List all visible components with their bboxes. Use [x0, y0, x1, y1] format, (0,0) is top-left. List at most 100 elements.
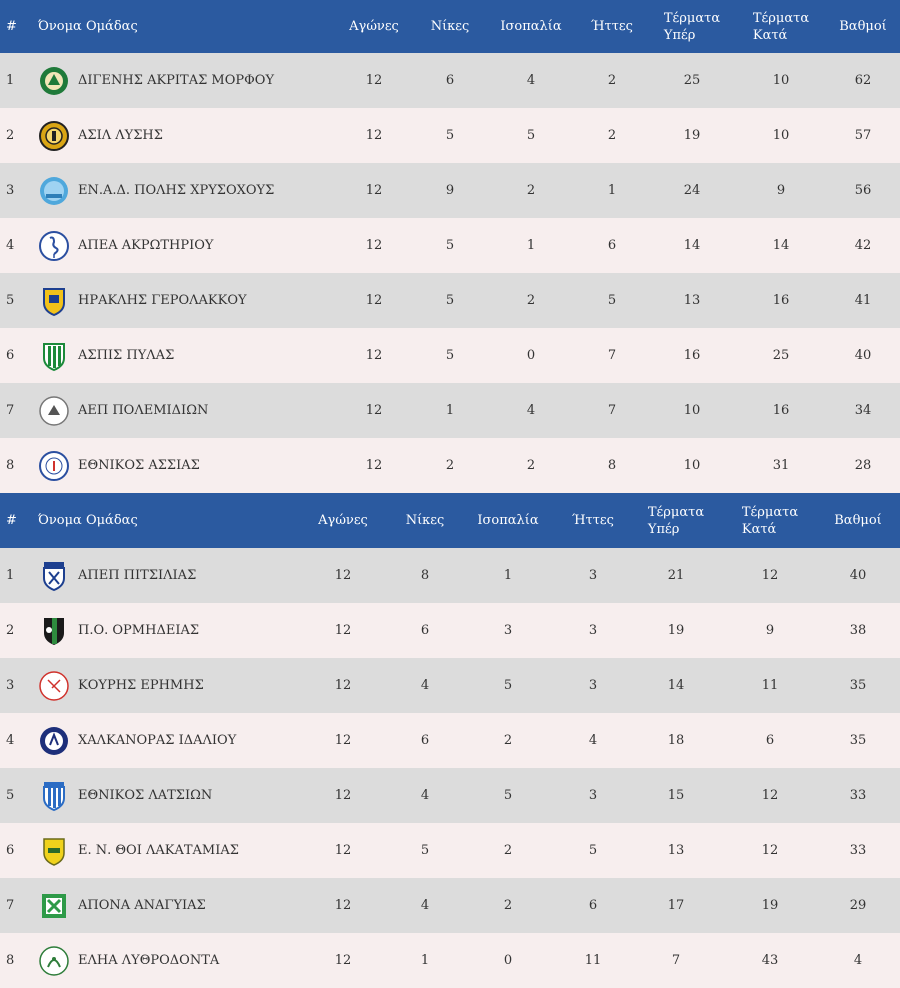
table-row[interactable]: 5 ΕΘΝΙΚΟΣ ΛΑΤΣΙΩΝ 12 4 5 3 15 12 33 — [0, 768, 900, 823]
team-name-wrapper[interactable]: ΑΣΠΙΣ ΠΥΛΑΣ — [38, 340, 330, 372]
red-outline-round-badge-icon — [38, 670, 70, 702]
table-row[interactable]: 8 ΕΛΗΑ ΛΥΘΡΟΔΟΝΤΑ 12 1 0 11 7 43 4 — [0, 933, 900, 988]
points-cell: 33 — [816, 768, 900, 823]
table-row[interactable]: 4 ΧΑΛΚΑΝΟΡΑΣ ΙΔΑΛΙΟΥ 12 6 2 4 18 6 35 — [0, 713, 900, 768]
team-name-wrapper[interactable]: ΚΟΥΡΗΣ ΕΡΗΜΗΣ — [38, 670, 290, 702]
white-round-badge-icon — [38, 395, 70, 427]
draws-cell: 2 — [486, 163, 576, 218]
rank-cell: 4 — [0, 218, 34, 273]
team-name[interactable]: ΕΘΝΙΚΟΣ ΛΑΤΣΙΩΝ — [78, 788, 213, 803]
losses-cell: 4 — [558, 713, 628, 768]
team-name-wrapper[interactable]: ΕΘΝΙΚΟΣ ΑΣΣΙΑΣ — [38, 450, 330, 482]
table-row[interactable]: 2 ΑΣΙΛ ΛΥΣΗΣ 12 5 5 2 19 10 57 — [0, 108, 900, 163]
goals-for-cell: 15 — [628, 768, 724, 823]
team-name[interactable]: ΑΣΙΛ ΛΥΣΗΣ — [78, 128, 163, 143]
team-cell[interactable]: ΚΟΥΡΗΣ ΕΡΗΜΗΣ — [34, 658, 294, 713]
team-cell[interactable]: ΕΘΝΙΚΟΣ ΛΑΤΣΙΩΝ — [34, 768, 294, 823]
rank-cell: 8 — [0, 933, 34, 988]
table-row[interactable]: 4 ΑΠΕΑ ΑΚΡΩΤΗΡΙΟΥ 12 5 1 6 14 14 42 — [0, 218, 900, 273]
team-name[interactable]: ΑΠΟΝΑ ΑΝΑΓΥΙΑΣ — [78, 898, 206, 913]
team-name[interactable]: ΧΑΛΚΑΝΟΡΑΣ ΙΔΑΛΙΟΥ — [78, 733, 237, 748]
team-cell[interactable]: Ε. Ν. ΘΟΙ ΛΑΚΑΤΑΜΙΑΣ — [34, 823, 294, 878]
losses-cell: 8 — [576, 438, 648, 493]
team-cell[interactable]: Π.Ο. ΟΡΜΗΔΕΙΑΣ — [34, 603, 294, 658]
team-name[interactable]: ΔΙΓΕΝΗΣ ΑΚΡΙΤΑΣ ΜΟΡΦΟΥ — [78, 73, 275, 88]
team-name-wrapper[interactable]: ΑΣΙΛ ΛΥΣΗΣ — [38, 120, 330, 152]
table-row[interactable]: 1 ΑΠΕΠ ΠΙΤΣΙΛΙΑΣ 12 8 1 3 21 12 40 — [0, 548, 900, 603]
table-row[interactable]: 5 ΗΡΑΚΛΗΣ ΓΕΡΟΛΑΚΚΟΥ 12 5 2 5 13 16 41 — [0, 273, 900, 328]
team-cell[interactable]: ΧΑΛΚΑΝΟΡΑΣ ΙΔΑΛΙΟΥ — [34, 713, 294, 768]
team-name-wrapper[interactable]: ΧΑΛΚΑΝΟΡΑΣ ΙΔΑΛΙΟΥ — [38, 725, 290, 757]
team-cell[interactable]: ΑΠΕΠ ΠΙΤΣΙΛΙΑΣ — [34, 548, 294, 603]
played-cell: 12 — [294, 713, 392, 768]
table-row[interactable]: 3 ΕΝ.Α.Δ. ΠΟΛΗΣ ΧΡΥΣΟΧΟΥΣ 12 9 2 1 24 9 56 — [0, 163, 900, 218]
team-name-wrapper[interactable]: ΑΠΟΝΑ ΑΝΑΓΥΙΑΣ — [38, 890, 290, 922]
team-name[interactable]: Π.Ο. ΟΡΜΗΔΕΙΑΣ — [78, 623, 200, 638]
team-cell[interactable]: ΔΙΓΕΝΗΣ ΑΚΡΙΤΑΣ ΜΟΡΦΟΥ — [34, 53, 334, 108]
rank-cell: 8 — [0, 438, 34, 493]
team-name[interactable]: ΕΛΗΑ ΛΥΘΡΟΔΟΝΤΑ — [78, 953, 220, 968]
team-cell[interactable]: ΑΕΠ ΠΟΛΕΜΙΔΙΩΝ — [34, 383, 334, 438]
team-name-wrapper[interactable]: Ε. Ν. ΘΟΙ ΛΑΚΑΤΑΜΙΑΣ — [38, 835, 290, 867]
goals-for-cell: 13 — [648, 273, 736, 328]
losses-cell: 3 — [558, 548, 628, 603]
points-cell: 57 — [826, 108, 900, 163]
goals-against-cell: 16 — [736, 273, 826, 328]
table-row[interactable]: 1 ΔΙΓΕΝΗΣ ΑΚΡΙΤΑΣ ΜΟΡΦΟΥ 12 6 4 2 25 10 62 — [0, 53, 900, 108]
draws-cell: 1 — [458, 548, 558, 603]
points-cell: 4 — [816, 933, 900, 988]
team-cell[interactable]: ΑΣΙΛ ΛΥΣΗΣ — [34, 108, 334, 163]
goals-for-cell: 24 — [648, 163, 736, 218]
team-name-wrapper[interactable]: ΔΙΓΕΝΗΣ ΑΚΡΙΤΑΣ ΜΟΡΦΟΥ — [38, 65, 330, 97]
team-name[interactable]: ΑΠΕΑ ΑΚΡΩΤΗΡΙΟΥ — [78, 238, 214, 253]
team-name[interactable]: ΑΠΕΠ ΠΙΤΣΙΛΙΑΣ — [78, 568, 197, 583]
yellow-shield-icon — [38, 835, 70, 867]
team-name-wrapper[interactable]: ΑΠΕΑ ΑΚΡΩΤΗΡΙΟΥ — [38, 230, 330, 262]
table-row[interactable]: 8 ΕΘΝΙΚΟΣ ΑΣΣΙΑΣ 12 2 2 8 10 31 28 — [0, 438, 900, 493]
points-cell: 41 — [826, 273, 900, 328]
header-goals-against-line2: Κατά — [752, 27, 788, 43]
team-name-wrapper[interactable]: ΑΠΕΠ ΠΙΤΣΙΛΙΑΣ — [38, 560, 290, 592]
team-name[interactable]: ΕΝ.Α.Δ. ΠΟΛΗΣ ΧΡΥΣΟΧΟΥΣ — [78, 183, 275, 198]
table-row[interactable]: 7 ΑΠΟΝΑ ΑΝΑΓΥΙΑΣ 12 4 2 6 17 19 29 — [0, 878, 900, 933]
losses-cell: 7 — [576, 383, 648, 438]
team-name[interactable]: ΑΕΠ ΠΟΛΕΜΙΔΙΩΝ — [78, 403, 209, 418]
header-goals-for-line1: Τέρματα — [663, 10, 721, 26]
team-name-wrapper[interactable]: Π.Ο. ΟΡΜΗΔΕΙΑΣ — [38, 615, 290, 647]
team-cell[interactable]: ΑΠΕΑ ΑΚΡΩΤΗΡΙΟΥ — [34, 218, 334, 273]
points-cell: 56 — [826, 163, 900, 218]
header-wins: Νίκες — [392, 493, 458, 548]
goals-for-cell: 16 — [648, 328, 736, 383]
table-row[interactable]: 6 ΑΣΠΙΣ ΠΥΛΑΣ 12 5 0 7 16 25 40 — [0, 328, 900, 383]
team-name-wrapper[interactable]: ΕΝ.Α.Δ. ΠΟΛΗΣ ΧΡΥΣΟΧΟΥΣ — [38, 175, 330, 207]
team-cell[interactable]: ΕΛΗΑ ΛΥΘΡΟΔΟΝΤΑ — [34, 933, 294, 988]
team-name-wrapper[interactable]: ΕΘΝΙΚΟΣ ΛΑΤΣΙΩΝ — [38, 780, 290, 812]
team-cell[interactable]: ΕΘΝΙΚΟΣ ΑΣΣΙΑΣ — [34, 438, 334, 493]
team-name[interactable]: ΕΘΝΙΚΟΣ ΑΣΣΙΑΣ — [78, 458, 200, 473]
team-cell[interactable]: ΗΡΑΚΛΗΣ ΓΕΡΟΛΑΚΚΟΥ — [34, 273, 334, 328]
rank-cell: 1 — [0, 548, 34, 603]
table-row[interactable]: 6 Ε. Ν. ΘΟΙ ΛΑΚΑΤΑΜΙΑΣ 12 5 2 5 13 12 33 — [0, 823, 900, 878]
losses-cell: 6 — [576, 218, 648, 273]
team-name[interactable]: ΗΡΑΚΛΗΣ ΓΕΡΟΛΑΚΚΟΥ — [78, 293, 247, 308]
team-name-wrapper[interactable]: ΗΡΑΚΛΗΣ ΓΕΡΟΛΑΚΚΟΥ — [38, 285, 330, 317]
table-row[interactable]: 3 ΚΟΥΡΗΣ ΕΡΗΜΗΣ 12 4 5 3 14 11 35 — [0, 658, 900, 713]
table-row[interactable]: 2 Π.Ο. ΟΡΜΗΔΕΙΑΣ 12 6 3 3 19 9 38 — [0, 603, 900, 658]
team-name-wrapper[interactable]: ΑΕΠ ΠΟΛΕΜΙΔΙΩΝ — [38, 395, 330, 427]
team-name[interactable]: ΚΟΥΡΗΣ ΕΡΗΜΗΣ — [78, 678, 204, 693]
header-goals-against-line1: Τέρματα — [741, 504, 799, 520]
gold-black-round-badge-icon — [38, 120, 70, 152]
team-cell[interactable]: ΑΣΠΙΣ ΠΥΛΑΣ — [34, 328, 334, 383]
team-cell[interactable]: ΕΝ.Α.Δ. ΠΟΛΗΣ ΧΡΥΣΟΧΟΥΣ — [34, 163, 334, 218]
header-points: Βαθμοί — [816, 493, 900, 548]
team-name-wrapper[interactable]: ΕΛΗΑ ΛΥΘΡΟΔΟΝΤΑ — [38, 945, 290, 977]
rank-cell: 5 — [0, 273, 34, 328]
team-cell[interactable]: ΑΠΟΝΑ ΑΝΑΓΥΙΑΣ — [34, 878, 294, 933]
team-name[interactable]: ΑΣΠΙΣ ΠΥΛΑΣ — [78, 348, 175, 363]
team-name[interactable]: Ε. Ν. ΘΟΙ ΛΑΚΑΤΑΜΙΑΣ — [78, 843, 239, 858]
draws-cell: 2 — [458, 713, 558, 768]
points-cell: 40 — [826, 328, 900, 383]
table-row[interactable]: 7 ΑΕΠ ΠΟΛΕΜΙΔΙΩΝ 12 1 4 7 10 16 34 — [0, 383, 900, 438]
played-cell: 12 — [294, 658, 392, 713]
rank-cell: 5 — [0, 768, 34, 823]
